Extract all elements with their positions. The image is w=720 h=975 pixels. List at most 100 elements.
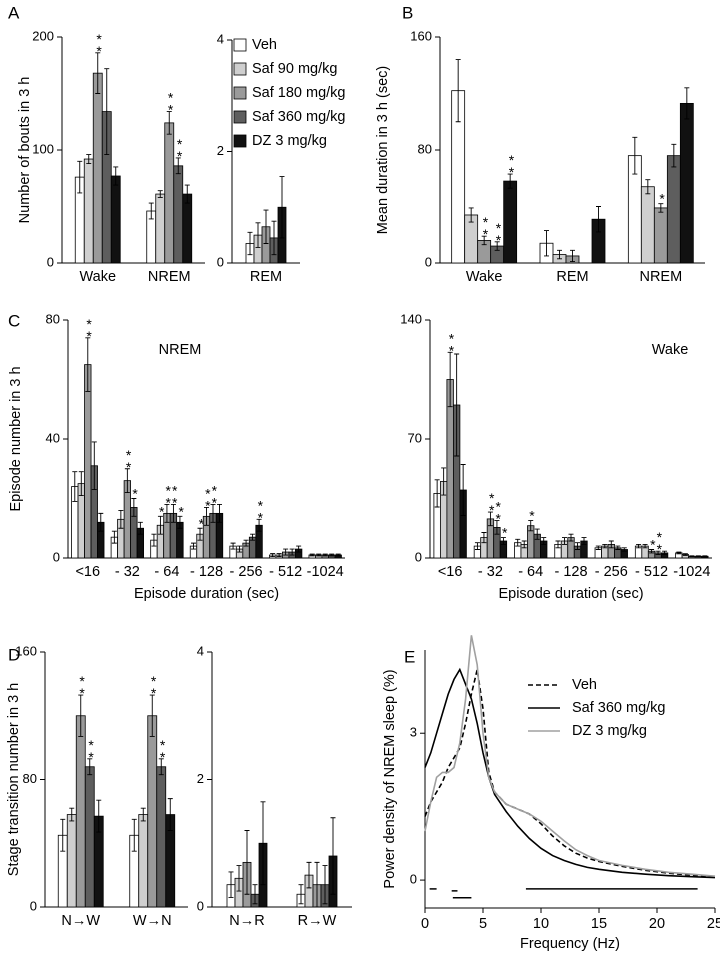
significance: ** xyxy=(167,482,183,506)
bar xyxy=(503,180,518,264)
error-bar xyxy=(255,222,261,248)
x-tick-label: - 128 xyxy=(554,564,587,580)
bar xyxy=(83,158,94,264)
error-bar xyxy=(256,518,262,532)
x-tick-label: - 128 xyxy=(190,564,223,580)
error-bar xyxy=(335,553,341,557)
error-bar xyxy=(78,471,84,496)
error-bar xyxy=(330,817,336,895)
legend-label: Saf 360 mg/kg xyxy=(252,109,346,125)
error-bar xyxy=(655,550,661,556)
error-bar xyxy=(689,555,695,558)
error-bar xyxy=(615,545,621,550)
error-bar xyxy=(177,515,183,529)
significance: * xyxy=(497,525,513,537)
bar xyxy=(84,766,95,908)
error-bar xyxy=(217,504,222,523)
error-bar xyxy=(507,173,513,189)
y-tick-label: 80 xyxy=(418,141,432,156)
significance: ** xyxy=(81,316,97,340)
y-tick-label: 0 xyxy=(197,898,204,913)
significance: ** xyxy=(163,90,179,114)
error-bar xyxy=(309,553,315,557)
y-tick-label: 0 xyxy=(410,872,417,887)
x-tick-label: N→R xyxy=(229,913,264,929)
error-bar xyxy=(521,540,527,549)
error-bar xyxy=(581,537,587,545)
error-bar xyxy=(86,154,92,165)
significance: ** xyxy=(155,737,171,761)
x-tick-label: -1024 xyxy=(307,564,344,580)
line xyxy=(424,667,716,879)
significance: * xyxy=(154,503,170,515)
error-bar xyxy=(562,537,567,545)
error-bar xyxy=(596,206,601,233)
significance: ** xyxy=(490,220,506,244)
significance: * xyxy=(654,191,670,203)
error-bar xyxy=(91,441,97,491)
legend-label: Veh xyxy=(572,677,597,693)
error-bar xyxy=(541,537,547,545)
error-bar xyxy=(60,818,66,852)
error-bar xyxy=(487,511,493,527)
x-tick-label: - 32 xyxy=(115,564,140,580)
x-axis-label: Frequency (Hz) xyxy=(520,936,620,952)
x-tick-label: - 512 xyxy=(635,564,668,580)
error-bar xyxy=(329,553,335,557)
legend-label: DZ 3 mg/kg xyxy=(572,723,647,739)
error-bar xyxy=(230,542,236,550)
x-tick-label: 20 xyxy=(649,916,665,932)
error-bar xyxy=(111,530,117,544)
error-bar xyxy=(632,136,638,175)
significance: ** xyxy=(200,485,216,509)
legend-swatch xyxy=(233,110,247,124)
error-bar xyxy=(113,166,119,186)
x-tick-label: -1024 xyxy=(673,564,710,580)
error-bar xyxy=(454,353,460,457)
error-bar xyxy=(649,549,655,554)
significance: ** xyxy=(490,499,506,523)
error-bar xyxy=(575,542,580,550)
y-tick-label: 2 xyxy=(217,143,224,158)
legend-label: Veh xyxy=(252,37,277,53)
error-bar xyxy=(645,179,651,195)
significance: ** xyxy=(160,482,176,506)
x-tick-label: NREM xyxy=(148,269,191,285)
error-bar xyxy=(260,801,266,886)
error-bar xyxy=(157,190,163,198)
error-bar xyxy=(474,542,480,550)
y-tick-label: 0 xyxy=(425,254,432,269)
x-tick-label: - 256 xyxy=(595,564,628,580)
error-bar xyxy=(98,512,104,532)
bar xyxy=(84,364,92,559)
error-bar xyxy=(69,807,75,822)
significance: ** xyxy=(83,737,99,761)
error-bar xyxy=(314,861,320,908)
error-bar xyxy=(184,184,190,204)
x-tick-label: 5 xyxy=(479,916,487,932)
error-bar xyxy=(636,543,642,549)
error-bar xyxy=(608,540,614,549)
y-tick-label: 80 xyxy=(46,311,60,326)
significance: ** xyxy=(91,31,107,55)
error-bar xyxy=(236,865,242,892)
error-bar xyxy=(228,871,234,898)
error-bar xyxy=(602,543,608,549)
error-bar xyxy=(322,553,328,557)
y-tick-label: 40 xyxy=(46,430,60,445)
legend-label: Saf 90 mg/kg xyxy=(252,61,337,77)
error-bar xyxy=(243,539,249,547)
significance: * xyxy=(173,503,189,515)
y-tick-label: 3 xyxy=(410,725,417,740)
chart-title: Wake xyxy=(652,342,689,358)
x-tick-label: - 512 xyxy=(269,564,302,580)
y-tick-label: 160 xyxy=(410,28,432,43)
error-bar xyxy=(447,351,453,408)
x-axis-label: Episode duration (sec) xyxy=(134,586,279,602)
significance: ** xyxy=(121,447,137,471)
error-bar xyxy=(468,207,474,223)
panel-label: A xyxy=(8,3,20,22)
error-bar xyxy=(316,553,322,557)
error-bar xyxy=(441,467,447,496)
error-bar xyxy=(460,464,466,516)
